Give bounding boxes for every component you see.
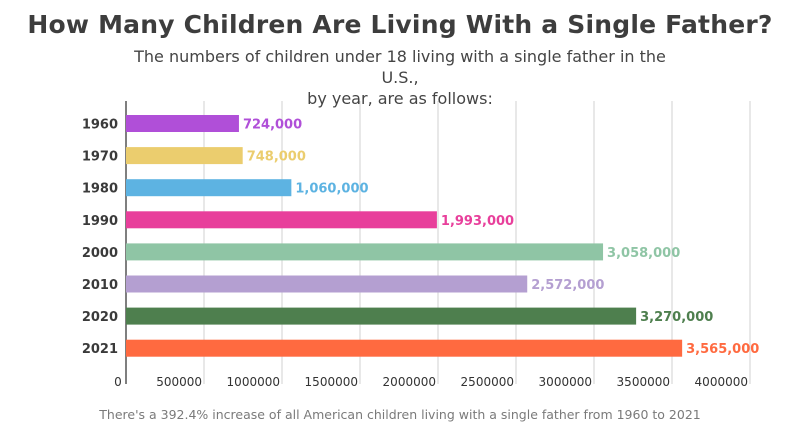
subtitle-line-1: The numbers of children under 18 living … xyxy=(134,47,666,87)
category-label: 1980 xyxy=(82,182,118,197)
bar xyxy=(126,275,528,293)
x-tick-label: 2000000 xyxy=(383,375,436,389)
x-tick-label: 2500000 xyxy=(461,375,514,389)
data-label: 2,572,000 xyxy=(531,278,604,293)
category-label: 1990 xyxy=(82,214,118,229)
chart-title: How Many Children Are Living With a Sing… xyxy=(27,10,773,39)
x-tick-label: 1500000 xyxy=(305,375,358,389)
bar xyxy=(126,115,239,132)
category-label: 2021 xyxy=(82,342,118,357)
x-tick-label: 4000000 xyxy=(695,375,748,389)
category-label: 2010 xyxy=(82,278,118,293)
bar xyxy=(126,179,292,197)
data-label: 724,000 xyxy=(243,118,302,133)
data-label: 3,270,000 xyxy=(640,310,713,325)
bar xyxy=(126,147,243,165)
bar xyxy=(126,211,437,229)
x-tick-label: 500000 xyxy=(156,375,202,389)
chart-footnote: There's a 392.4% increase of all America… xyxy=(99,407,701,422)
data-label: 1,993,000 xyxy=(441,214,514,229)
x-tick-label: 1000000 xyxy=(227,375,280,389)
data-label: 3,565,000 xyxy=(686,342,759,357)
category-label: 1960 xyxy=(82,118,118,133)
category-label: 2020 xyxy=(82,310,118,325)
chart-subtitle: The numbers of children under 18 living … xyxy=(120,46,680,109)
x-tick-label: 0 xyxy=(114,375,122,389)
bar xyxy=(126,243,604,261)
x-tick-label: 3000000 xyxy=(539,375,592,389)
bar xyxy=(126,339,683,357)
data-label: 1,060,000 xyxy=(295,182,368,197)
x-tick-label: 3500000 xyxy=(617,375,670,389)
bar xyxy=(126,307,637,325)
subtitle-line-2: by year, are as follows: xyxy=(307,89,493,108)
data-label: 3,058,000 xyxy=(607,246,680,261)
category-label: 1970 xyxy=(82,150,118,165)
data-label: 748,000 xyxy=(247,150,306,165)
category-label: 2000 xyxy=(82,246,118,261)
